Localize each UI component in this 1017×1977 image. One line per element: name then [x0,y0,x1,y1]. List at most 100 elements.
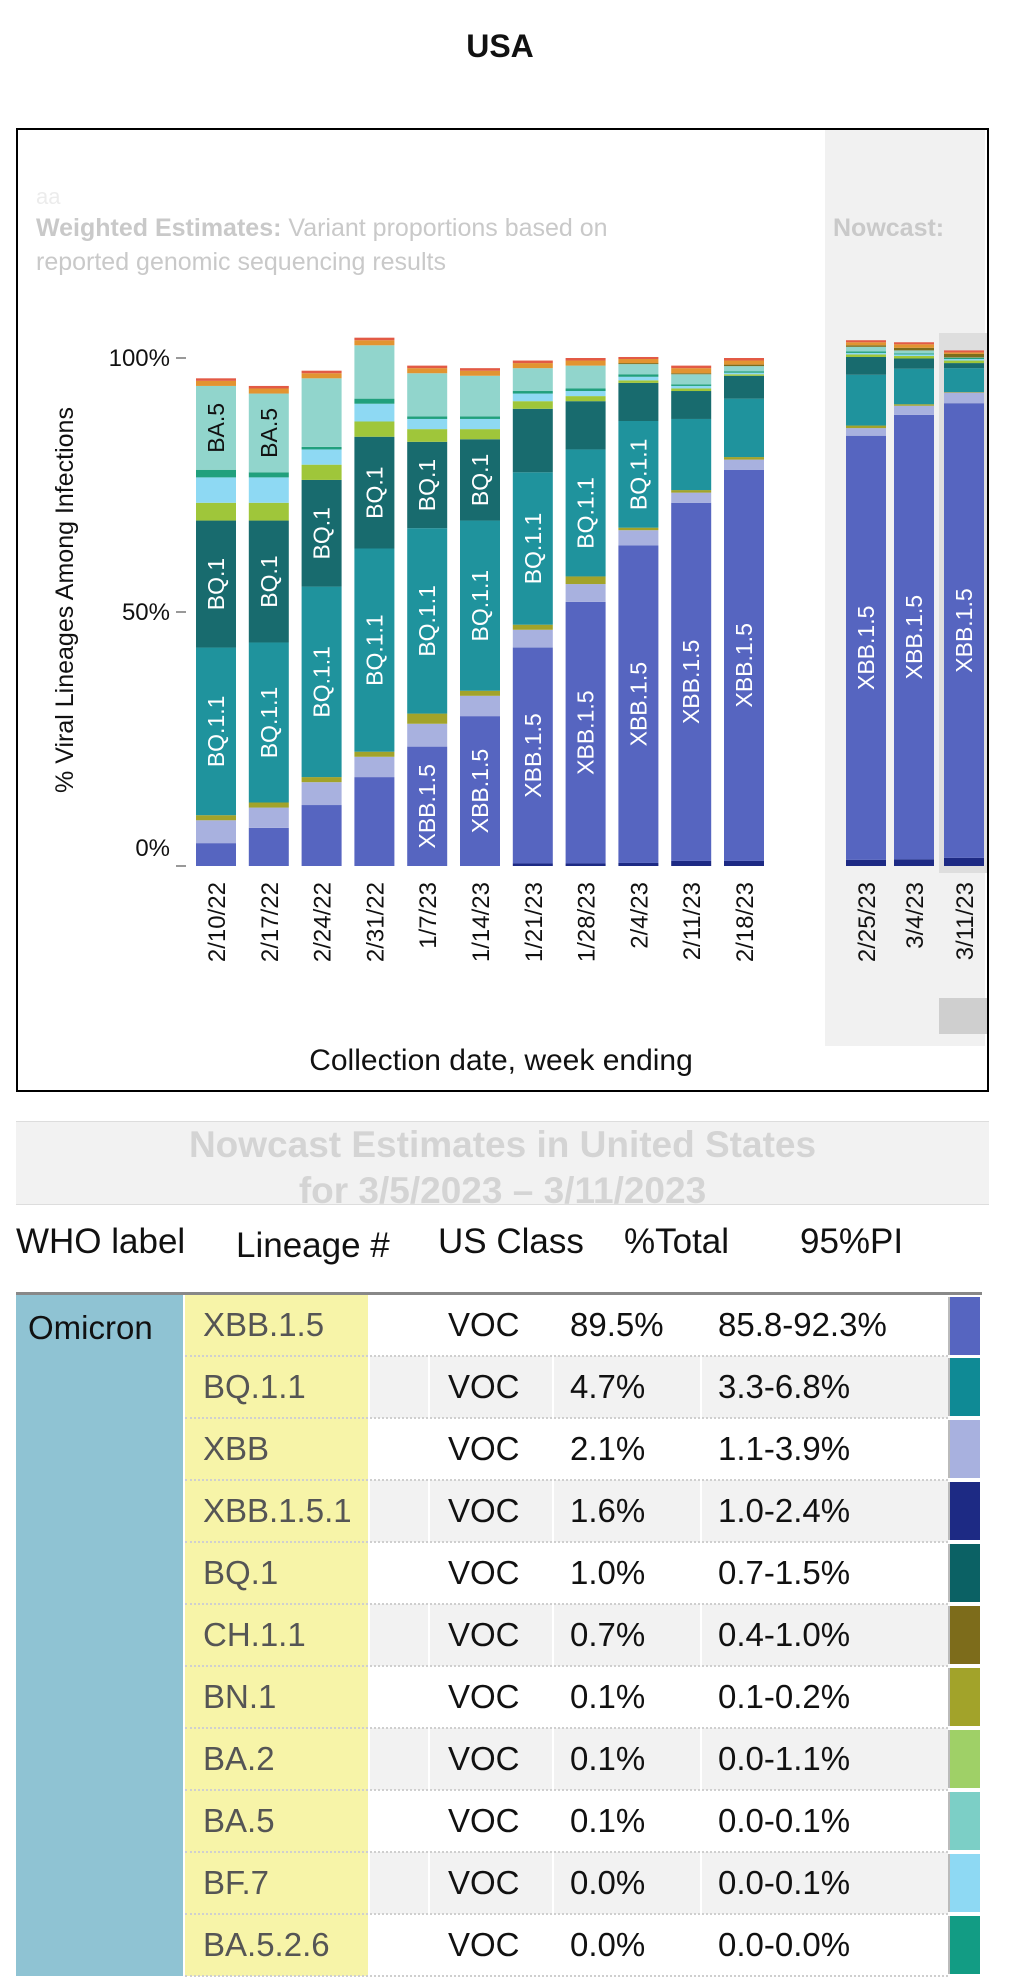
table-row: BA.5 VOC 0.1% 0.0-0.1% [16,1790,982,1853]
bar-segment [248,807,289,828]
bar-segment [846,356,886,375]
lineage-cell: BA.5.2.6 [184,1914,370,1977]
bar-segment [407,429,448,442]
bar-segment [460,520,500,691]
bar-segment [846,374,886,426]
color-swatch [948,1482,980,1540]
highlighted-bar-tab [939,998,987,1034]
us-class-cell: VOC [429,1790,554,1853]
bar-segment [460,429,500,440]
pi-cell: 0.1-0.2% [701,1666,948,1729]
y-axis-label: % Viral Lineages Among Infections [51,407,79,793]
bar-segment [407,416,448,419]
bar-label: BQ.1.1 [309,646,335,718]
nowcast-title-line2: for 3/5/2023 – 3/11/2023 [298,1170,707,1211]
pi-cell: 3.3-6.8% [701,1356,948,1419]
pi-cell: 0.0-1.1% [701,1728,948,1791]
header-lineage: Lineage # [236,1226,390,1265]
table-row: CH.1.1 VOC 0.7% 0.4-1.0% [16,1604,982,1667]
bar-segment [846,425,886,429]
pi-cell: 1.0-2.4% [701,1480,948,1543]
bar-segment [301,449,342,465]
bar-label: BQ.1 [414,459,440,511]
bar-label: BQ.1 [361,466,387,518]
pi-cell: 85.8-92.3% [701,1292,948,1357]
y-tick-label: 50% [122,599,170,626]
x-tick-label: 1/28/23 [574,882,601,962]
bar-segment [407,441,448,529]
bar-segment [724,469,764,861]
bar-segment [196,843,236,866]
bar-label: BQ.1.1 [203,696,229,768]
bar-segment [894,404,934,406]
bar-segment [618,527,659,531]
blank-cell [369,1666,430,1729]
bar-segment [196,477,236,503]
bar-label: BQ.1.1 [573,477,599,549]
who-label-cell: Omicron [16,1292,185,1976]
bar-label: XBB.1.5 [951,588,977,672]
bar-segment [512,391,553,394]
bar-segment [894,344,934,348]
bar-segment [565,388,606,392]
bar-segment [512,647,553,864]
bar-segment [894,347,934,351]
table-row: BF.7 VOC 0.0% 0.0-0.1% [16,1852,982,1915]
bar-segment [460,695,500,717]
bar-segment [671,490,712,493]
bar-label: BA.5 [203,403,229,453]
blank-cell [369,1728,430,1791]
bar-segment [301,586,342,778]
bar-segment [565,358,606,361]
color-swatch [948,1606,980,1664]
bar-segment [671,385,712,389]
bar-segment [512,363,553,369]
bar-segment [248,642,289,803]
bar-segment [354,548,395,752]
blank-cell [369,1292,430,1357]
pi-cell: 0.0-0.0% [701,1914,948,1977]
chart-frame: aa Weighted Estimates: Variant proportion… [16,128,989,1092]
bar-segment [894,350,934,354]
bar-segment [846,342,886,346]
bar-segment [354,756,395,778]
bar-label: BQ.1.1 [625,439,651,511]
bar-label: BQ.1 [467,454,493,506]
bar-label: XBB.1.5 [520,713,546,797]
bar-segment [301,373,342,379]
bar-segment [618,376,659,381]
bar-segment [894,405,934,415]
total-cell: 0.1% [553,1728,702,1791]
bar-segment [460,416,500,419]
bar-segment [512,408,553,473]
bar-label: XBB.1.5 [853,606,879,690]
nowcast-banner: Nowcast Estimates in United States for 3… [16,1121,989,1211]
x-tick-label: 2/18/23 [732,882,759,962]
bar-segment [512,624,553,630]
bar-segment [894,342,934,345]
lineage-cell: XBB.1.5.1 [184,1480,370,1543]
blank-cell [369,1790,430,1853]
pi-cell: 1.1-3.9% [701,1418,948,1481]
table-row: BQ.1 VOC 1.0% 0.7-1.5% [16,1542,982,1605]
lineage-cell: BQ.1 [184,1542,370,1605]
blank-cell [369,1356,430,1419]
pi-cell: 0.0-0.1% [701,1790,948,1853]
bar-label: BQ.1 [256,555,282,607]
lineage-cell: XBB [184,1418,370,1481]
total-cell: 0.0% [553,1914,702,1977]
bar-segment [407,365,448,369]
color-swatch [948,1730,980,1788]
bar-label: XBB.1.5 [731,623,757,707]
color-swatch-cell [948,1914,982,1976]
bar-segment [944,350,984,353]
bar-segment [407,373,448,417]
color-swatch [948,1358,980,1416]
y-tick-label: 100% [109,345,170,372]
bar-segment [944,360,984,364]
bar-segment [618,374,659,377]
stacked-bar-chart: aa Weighted Estimates: Variant proportion… [36,130,987,1077]
bar-segment [724,372,764,375]
y-tick-label: 0% [135,835,170,862]
bar-segment [724,459,764,470]
